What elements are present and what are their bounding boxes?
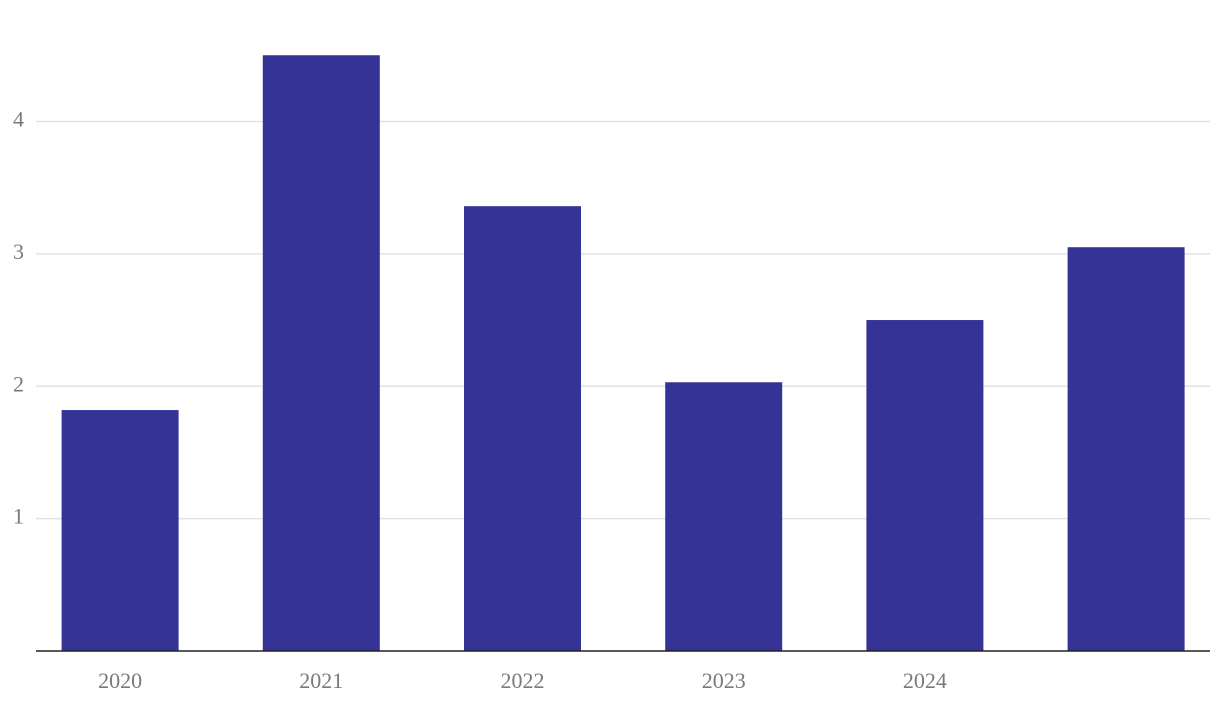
bar	[464, 206, 581, 652]
bars	[61, 55, 1185, 652]
y-tick-label: 2	[13, 371, 24, 396]
bar	[866, 320, 984, 651]
bar	[61, 410, 179, 651]
y-tick-label: 1	[13, 504, 24, 529]
labels: 1 2 3 4 2020 2021 2022 2023 2024	[13, 106, 947, 693]
bar	[262, 55, 380, 651]
bar	[665, 382, 783, 651]
x-tick-label: 2020	[98, 668, 142, 693]
x-tick-label: 2022	[501, 668, 545, 693]
x-tick-label: 2024	[903, 668, 947, 693]
grid	[36, 120, 1210, 520]
y-tick-label: 3	[13, 239, 24, 264]
x-tick-label: 2023	[702, 668, 746, 693]
bar	[1067, 247, 1185, 651]
x-tick-label: 2021	[299, 668, 343, 693]
y-tick-label: 4	[13, 106, 24, 131]
